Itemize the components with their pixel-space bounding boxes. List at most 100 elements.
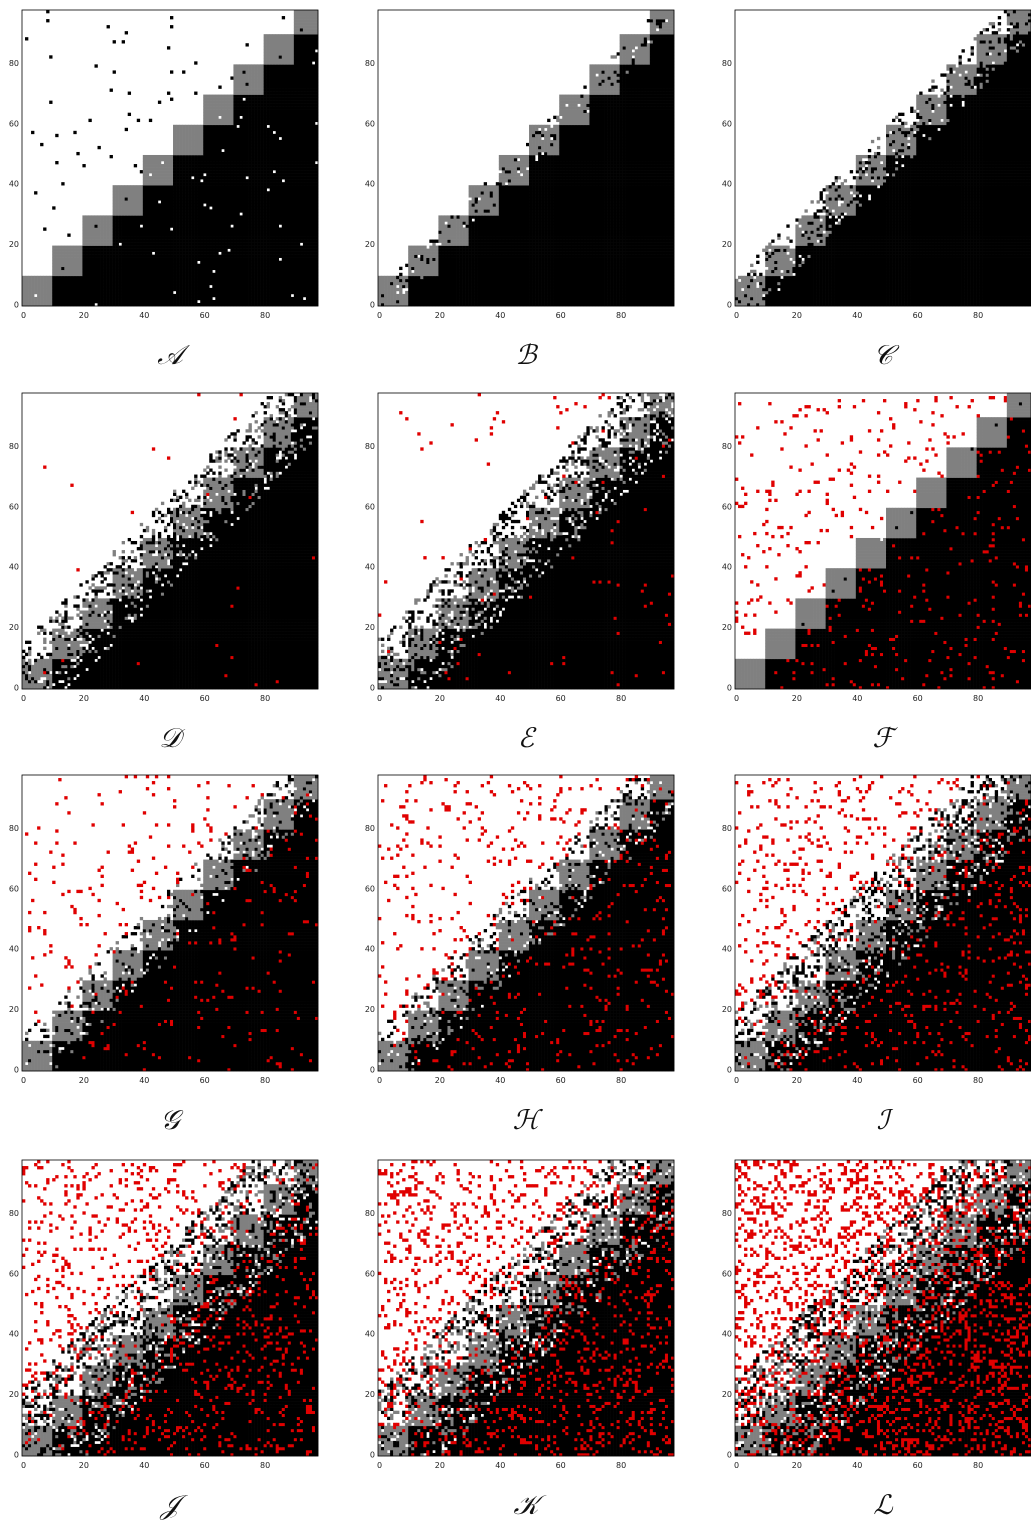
heatmap-cell	[291, 137, 294, 140]
heatmap-cell	[70, 276, 73, 279]
heatmap-cell	[236, 167, 239, 170]
heatmap-cell	[122, 246, 125, 249]
heatmap-cell	[297, 285, 300, 288]
heatmap-cell	[203, 176, 206, 179]
heatmap-cell	[279, 273, 282, 276]
heatmap-cell	[249, 176, 252, 179]
heatmap-cell	[143, 209, 146, 212]
heatmap-cell	[233, 101, 236, 104]
heatmap-cell	[212, 209, 215, 212]
heatmap-cell	[55, 161, 58, 164]
heatmap-cell	[134, 224, 137, 227]
heatmap-cell	[261, 161, 264, 164]
heatmap-cell	[188, 294, 191, 297]
heatmap-cell	[173, 288, 176, 291]
heatmap-cell	[288, 249, 291, 252]
heatmap-cell	[206, 137, 209, 140]
heatmap-cell	[236, 230, 239, 233]
heatmap-cell	[119, 200, 122, 203]
heatmap-cell	[279, 261, 282, 264]
heatmap-cell	[252, 203, 255, 206]
heatmap-cell	[215, 191, 218, 194]
heatmap-cell	[288, 243, 291, 246]
heatmap-cell	[239, 264, 242, 267]
heatmap-cell	[176, 152, 179, 155]
heatmap-cell	[215, 209, 218, 212]
heatmap-cell	[182, 176, 185, 179]
heatmap-cell	[288, 146, 291, 149]
heatmap-cell	[176, 191, 179, 194]
heatmap-cell	[273, 89, 276, 92]
heatmap-cell	[55, 249, 58, 252]
heatmap-cell	[255, 200, 258, 203]
heatmap-cell	[221, 164, 224, 167]
heatmap-cell	[104, 264, 107, 267]
heatmap-cell	[227, 273, 230, 276]
heatmap-cell	[25, 288, 28, 291]
heatmap-cell	[306, 188, 309, 191]
heatmap-cell	[279, 67, 282, 70]
heatmap-cell	[67, 294, 70, 297]
heatmap-cell	[233, 291, 236, 294]
heatmap-cell	[246, 215, 249, 218]
heatmap-cell	[128, 203, 131, 206]
heatmap-cell	[164, 161, 167, 164]
heatmap-cell	[158, 206, 161, 209]
heatmap-cell	[312, 95, 315, 98]
heatmap-cell	[236, 267, 239, 270]
heatmap-cell	[300, 240, 303, 243]
heatmap-cell	[218, 119, 221, 122]
heatmap-cell	[294, 261, 297, 264]
heatmap-cell	[300, 179, 303, 182]
heatmap-cell	[155, 252, 158, 255]
heatmap-cell	[239, 182, 242, 185]
heatmap-cell	[221, 152, 224, 155]
heatmap-cell	[212, 98, 215, 101]
heatmap-cell	[218, 110, 221, 113]
heatmap-cell	[294, 164, 297, 167]
heatmap-cell	[203, 194, 206, 197]
heatmap-cell	[267, 173, 270, 176]
heatmap-cell	[149, 191, 152, 194]
heatmap-cell	[179, 224, 182, 227]
heatmap-cell	[73, 300, 76, 303]
heatmap-cell	[110, 288, 113, 291]
heatmap-cell	[218, 86, 221, 89]
heatmap-cell	[252, 273, 255, 276]
heatmap-cell	[279, 282, 282, 285]
heatmap-cell	[294, 95, 297, 98]
heatmap-cell	[122, 185, 125, 188]
heatmap-cell	[116, 288, 119, 291]
heatmap-cell	[122, 209, 125, 212]
heatmap-cell	[267, 209, 270, 212]
heatmap-cell	[309, 173, 312, 176]
heatmap-cell	[179, 237, 182, 240]
heatmap-cell	[25, 276, 28, 279]
heatmap-cell	[122, 279, 125, 282]
heatmap-cell	[128, 197, 131, 200]
heatmap-cell	[255, 255, 258, 258]
heatmap-cell	[270, 125, 273, 128]
heatmap-cell	[79, 261, 82, 264]
heatmap-cell	[176, 261, 179, 264]
heatmap-cell	[273, 122, 276, 125]
heatmap-cell	[309, 113, 312, 116]
heatmap-cell	[212, 185, 215, 188]
heatmap-cell	[85, 240, 88, 243]
heatmap-cell	[252, 194, 255, 197]
heatmap-cell	[176, 270, 179, 273]
heatmap-cell	[164, 279, 167, 282]
heatmap-cell	[194, 218, 197, 221]
heatmap-cell	[203, 104, 206, 107]
heatmap-cell	[276, 227, 279, 230]
heatmap-cell	[119, 209, 122, 212]
heatmap-cell	[79, 249, 82, 252]
heatmap-cell	[122, 215, 125, 218]
heatmap-cell	[185, 215, 188, 218]
heatmap-cell	[312, 76, 315, 79]
heatmap-cell	[176, 279, 179, 282]
heatmap-cell	[182, 143, 185, 146]
heatmap-cell	[170, 218, 173, 221]
heatmap-cell	[230, 300, 233, 303]
heatmap-cell	[137, 261, 140, 264]
